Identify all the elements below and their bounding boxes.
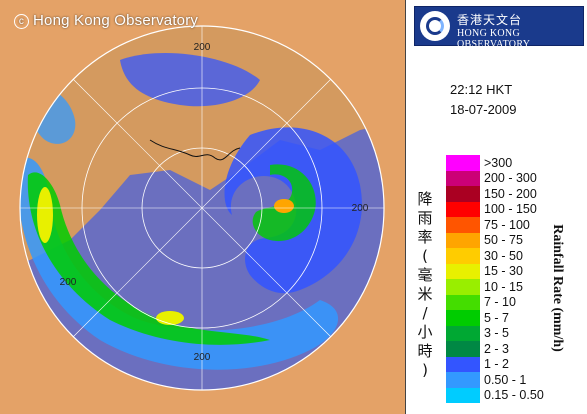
legend-swatch [446,217,480,233]
coastline [149,139,241,161]
legend-row: 75 - 100 [446,217,546,233]
land-area [20,26,384,270]
legend-label: 2 - 3 [484,341,510,356]
radial-spokes [20,26,384,390]
logo-english-name: HONG KONG OBSERVATORY [457,28,531,50]
legend-swatch [446,279,480,295]
legend-label: 10 - 15 [484,279,523,294]
radar-disc [20,26,384,390]
rain-band-south [20,157,339,370]
legend-label: 5 - 7 [484,310,510,325]
legend-row: 50 - 75 [446,232,546,248]
legend-row: 100 - 150 [446,201,546,217]
legend-row: 30 - 50 [446,248,546,264]
copyright-label: c Hong Kong Observatory [14,12,198,29]
legend-swatch [446,294,480,310]
observatory-logo-icon [420,11,450,41]
side-panel: 香港天文台 HONG KONG OBSERVATORY 22:12 HKT 18… [405,0,587,414]
legend-swatch [446,201,480,217]
legend-swatch [446,248,480,264]
legend-label: 3 - 5 [484,326,510,341]
legend-label: 100 - 150 [484,202,537,217]
legend-row: 1 - 2 [446,356,546,372]
legend-row: 7 - 10 [446,294,546,310]
range-ring-outer [19,25,385,391]
observatory-logo: 香港天文台 HONG KONG OBSERVATORY [414,6,584,50]
legend-row: 5 - 7 [446,310,546,326]
rain-cell-south [156,311,184,325]
legend-swatch [446,170,480,186]
legend-swatch [446,341,480,357]
legend-row: 150 - 200 [446,186,546,202]
legend-label: 0.50 - 1 [484,372,527,387]
range-label-north: 200 [194,42,211,53]
rain-band-east [224,127,362,294]
rain-band-core [252,164,316,242]
legend-row: 200 - 300 [446,170,546,186]
radar-image: 200 200 200 200 [19,25,385,391]
legend-row: 10 - 15 [446,279,546,295]
legend-label: 15 - 30 [484,264,523,279]
legend-label: 7 - 10 [484,295,516,310]
legend-label: >300 [484,155,513,170]
range-label-east: 200 [352,203,369,214]
legend-label: 75 - 100 [484,217,530,232]
legend-swatch [446,155,480,171]
legend-row: 3 - 5 [446,325,546,341]
legend-row: 0.15 - 0.50 [446,387,546,403]
rain-cell-core [274,199,294,213]
range-label-southwest: 200 [60,277,77,288]
legend-title-english: Rainfall Rate (mm/h) [550,224,565,352]
rain-band-south-core [27,172,271,345]
legend-label: 50 - 75 [484,233,523,248]
legend-row: 15 - 30 [446,263,546,279]
legend-label: 0.15 - 0.50 [484,388,544,403]
legend-label: 200 - 300 [484,171,537,186]
legend-label: 1 - 2 [484,357,510,372]
logo-chinese-name: 香港天文台 [457,13,523,27]
legend-swatch [446,387,480,403]
radar-time: 22:12 HKT [450,82,513,97]
legend-swatch [446,186,480,202]
legend-row: 0.50 - 1 [446,372,546,388]
copyright-text: Hong Kong Observatory [33,12,199,29]
rain-band-north [120,52,260,107]
legend-swatch [446,232,480,248]
legend-swatch [446,372,480,388]
legend-row: 2 - 3 [446,341,546,357]
legend-title-chinese: 降雨率(毫米 / 小時) [417,190,433,379]
legend-label: 150 - 200 [484,186,537,201]
copyright-icon: c [14,14,29,29]
range-label-south: 200 [194,352,211,363]
legend-row: >300 [446,155,546,171]
rainfall-legend: >300 200 - 300 150 - 200 100 - 150 75 - 100 5… [446,155,546,403]
legend-label: 30 - 50 [484,248,523,263]
radar-map: 200 200 200 200 c Hong Kong Observatory [0,0,405,414]
legend-swatch [446,263,480,279]
legend-swatch [446,310,480,326]
radar-date: 18-07-2009 [450,102,517,117]
legend-swatch [446,325,480,341]
rain-cell-west [37,187,53,243]
legend-swatch [446,356,480,372]
